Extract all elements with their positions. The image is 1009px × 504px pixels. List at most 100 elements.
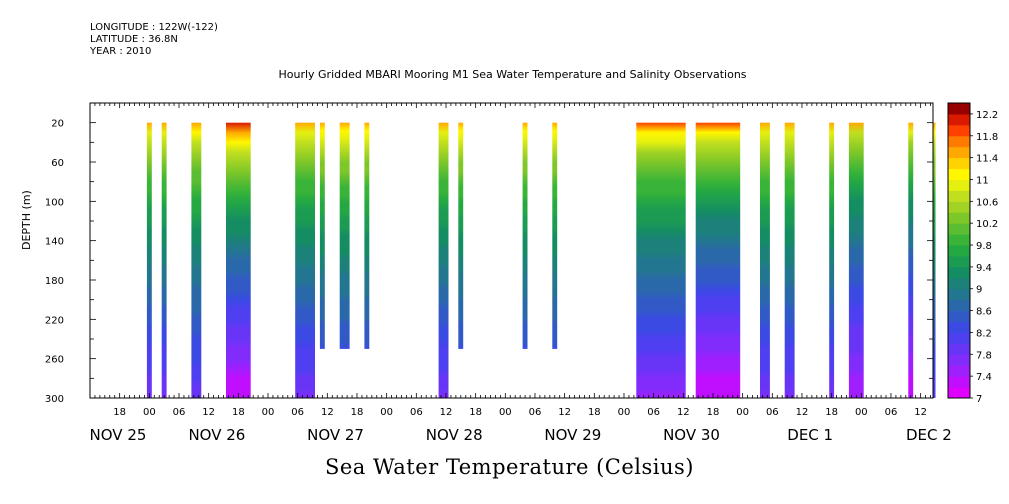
y-tick-label: 220 — [45, 315, 64, 326]
x-tick-label: 18 — [707, 407, 720, 418]
colorbar-band — [948, 157, 970, 170]
x-tick-label: 18 — [232, 407, 245, 418]
x-tick-label: 12 — [914, 407, 927, 418]
x-date-label: NOV 26 — [188, 426, 245, 444]
colorbar-label: 11 — [976, 175, 989, 186]
colorbar-band — [948, 354, 970, 366]
colorbar-label: 10.2 — [976, 219, 998, 230]
data-segment — [458, 122, 464, 349]
data-segment — [908, 122, 914, 398]
longitude-label: LONGITUDE : 122W(-122) — [90, 22, 218, 33]
colorbar-band — [948, 135, 970, 148]
colorbar-band — [948, 179, 970, 191]
x-tick-label: 18 — [825, 407, 838, 418]
y-tick-label: 100 — [45, 197, 64, 208]
x-tick-label: 06 — [291, 407, 304, 418]
x-tick-label: 00 — [380, 407, 393, 418]
data-segment — [364, 122, 370, 349]
colorbar-band — [948, 146, 970, 159]
y-tick-label: 60 — [51, 158, 64, 169]
y-tick-label: 140 — [45, 237, 64, 248]
colorbar-band — [948, 365, 970, 377]
colorbar-band — [948, 124, 970, 137]
year-label: YEAR : 2010 — [90, 46, 152, 57]
x-date-label: NOV 30 — [663, 426, 720, 444]
x-tick-label: 12 — [321, 407, 334, 418]
x-tick-label: 12 — [440, 407, 453, 418]
colorbar-label: 8.2 — [976, 328, 992, 339]
colorbar-band — [948, 113, 970, 126]
y-tick-label: 180 — [45, 276, 64, 287]
x-tick-label: 12 — [202, 407, 215, 418]
x-tick-label: 12 — [677, 407, 690, 418]
colorbar-band — [948, 288, 970, 301]
colorbar-band — [948, 245, 970, 257]
data-segment — [784, 122, 795, 398]
x-tick-label: 06 — [766, 407, 779, 418]
x-tick-label: 18 — [588, 407, 601, 418]
colorbar-band — [948, 332, 970, 344]
data-segment — [339, 122, 350, 349]
data-segment — [933, 122, 936, 398]
y-tick-label: 260 — [45, 355, 64, 366]
colorbar-band — [948, 321, 970, 333]
x-date-label: NOV 28 — [426, 426, 483, 444]
colorbar-label: 8.6 — [976, 307, 992, 318]
colorbar-band — [948, 277, 970, 290]
y-tick-label: 20 — [51, 119, 64, 130]
colorbar-label: 12.2 — [976, 110, 998, 121]
y-tick-label: 300 — [45, 394, 64, 405]
colorbar-band — [948, 201, 970, 213]
x-tick-label: 06 — [885, 407, 898, 418]
colorbar-band — [948, 223, 970, 235]
data-segment — [319, 122, 325, 349]
colorbar-label: 7.8 — [976, 350, 992, 361]
colorbar-label: 9.8 — [976, 241, 992, 252]
data-segment — [552, 122, 558, 349]
x-tick-label: 00 — [855, 407, 868, 418]
x-tick-label: 06 — [529, 407, 542, 418]
colorbar-band — [948, 266, 970, 279]
x-date-label: NOV 29 — [544, 426, 601, 444]
colorbar-title: Sea Water Temperature (Celsius) — [324, 455, 694, 479]
data-segment — [636, 122, 686, 398]
colorbar-band — [948, 310, 970, 323]
latitude-label: LATITUDE : 36.8N — [90, 34, 178, 45]
colorbar-band — [948, 190, 970, 202]
x-tick-label: 00 — [736, 407, 749, 418]
x-tick-label: 12 — [558, 407, 571, 418]
colorbar-frame — [947, 102, 971, 399]
data-segment — [146, 122, 152, 398]
x-date-label: NOV 25 — [90, 426, 147, 444]
data-segment — [438, 122, 449, 398]
colorbar-label: 9.4 — [976, 263, 992, 274]
x-tick-label: 00 — [143, 407, 156, 418]
x-tick-label: 06 — [173, 407, 186, 418]
data-segment — [695, 122, 741, 398]
data-segment — [760, 122, 770, 398]
data-segment — [829, 122, 835, 398]
x-tick-label: 18 — [469, 407, 482, 418]
colorbar-band — [948, 299, 970, 312]
colorbar-band — [948, 376, 970, 388]
plot-frame — [89, 102, 934, 399]
x-tick-label: 00 — [618, 407, 631, 418]
data-segment — [161, 122, 167, 398]
chart-title: Hourly Gridded MBARI Mooring M1 Sea Wate… — [278, 68, 747, 81]
colorbar-band — [948, 168, 970, 180]
x-tick-label: 18 — [113, 407, 126, 418]
colorbar-band — [948, 343, 970, 355]
data-segment — [522, 122, 528, 349]
x-tick-label: 12 — [796, 407, 809, 418]
colorbar-label: 11.4 — [976, 154, 998, 165]
colorbar-label: 10.6 — [976, 197, 998, 208]
data-segment — [191, 122, 202, 398]
colorbar-band — [948, 234, 970, 246]
colorbar-label: 7 — [976, 394, 982, 405]
x-tick-label: 18 — [351, 407, 364, 418]
station-metadata: LONGITUDE : 122W(-122) LATITUDE : 36.8N … — [90, 22, 218, 58]
x-tick-label: 00 — [262, 407, 275, 418]
x-tick-label: 06 — [410, 407, 423, 418]
data-segment — [226, 122, 251, 398]
